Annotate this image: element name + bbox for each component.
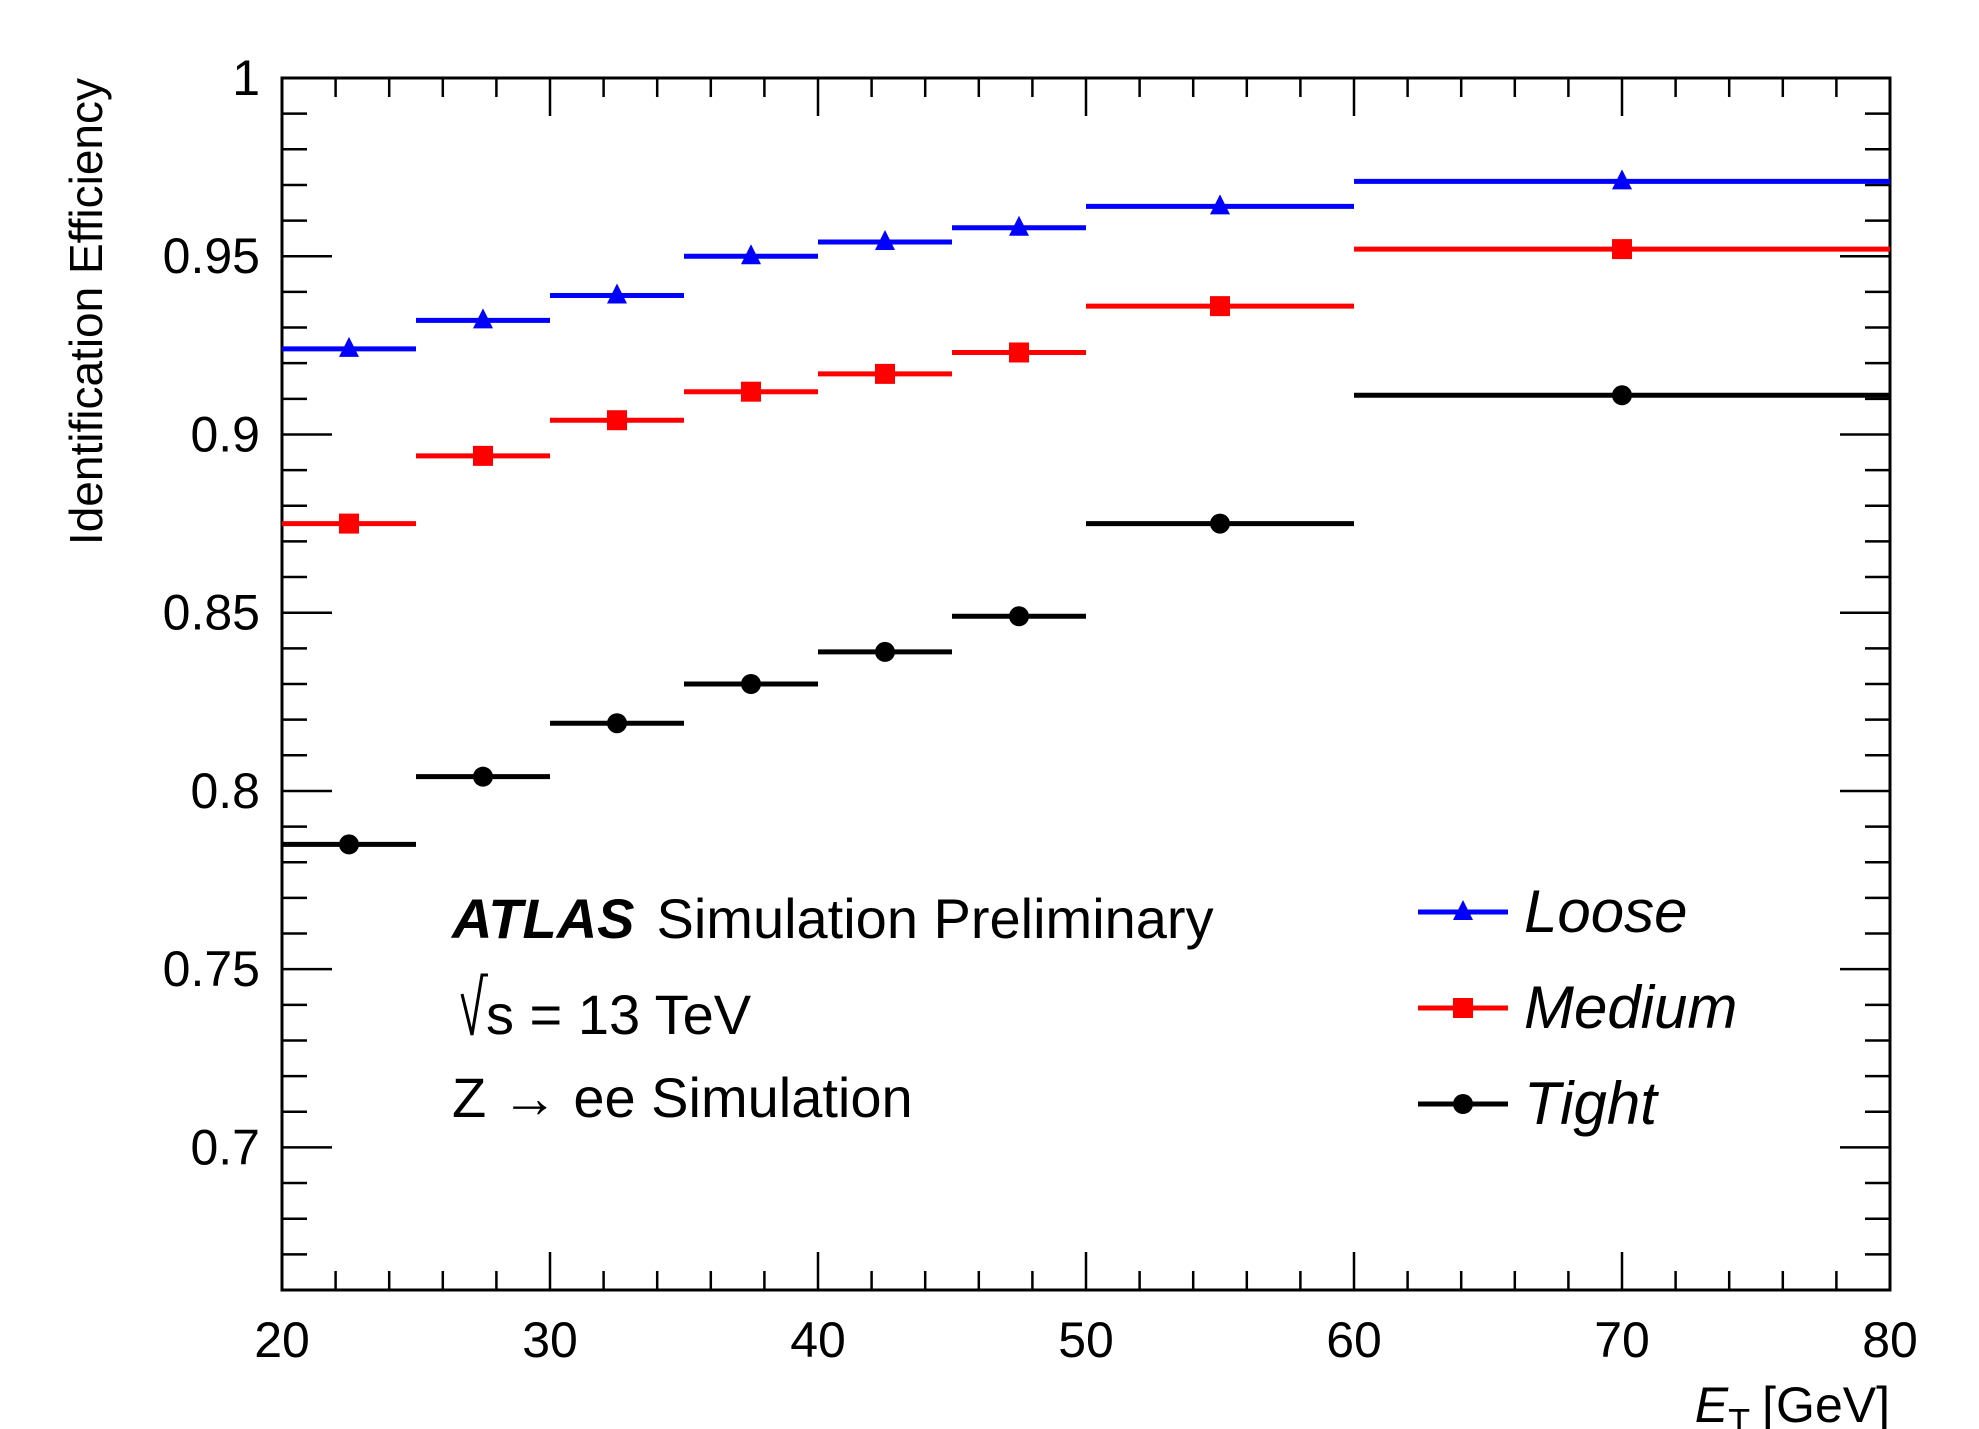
- energy-label: s = 13 TeV: [486, 983, 752, 1046]
- data-point: [741, 244, 761, 265]
- x-tick-label: 80: [1862, 1312, 1918, 1368]
- x-axis-unit: [GeV]: [1762, 1377, 1890, 1429]
- annotation-block: ATLAS Simulation Preliminary s = 13 TeV Z…: [450, 887, 1214, 1129]
- legend-entry-tight: Tight: [1418, 1070, 1659, 1137]
- data-point: [1210, 513, 1230, 534]
- x-tick-label: 30: [522, 1312, 578, 1368]
- data-point: [875, 229, 895, 250]
- legend-entry-loose: Loose: [1418, 878, 1687, 945]
- experiment-label: ATLAS: [450, 887, 635, 950]
- legend-label-loose: Loose: [1524, 878, 1687, 945]
- data-point: [473, 445, 493, 466]
- legend-marker-tight: [1453, 1094, 1473, 1114]
- data-point: [875, 363, 895, 384]
- data-point: [1612, 239, 1632, 260]
- x-tick-label: 40: [790, 1312, 846, 1368]
- x-axis-symbol: E: [1695, 1377, 1729, 1429]
- y-tick-label: 0.95: [163, 228, 260, 284]
- x-tick-label: 20: [254, 1312, 310, 1368]
- data-point: [1009, 215, 1029, 236]
- y-axis-title: Identification Efficiency: [60, 78, 112, 545]
- x-tick-label: 60: [1326, 1312, 1382, 1368]
- axes: 20 30 40 50 60 70 80 0.7 0.75 0.8 0.85 0.9 0.95 1: [163, 50, 1918, 1368]
- legend-marker-loose: [1453, 900, 1473, 920]
- data-point: [607, 283, 627, 304]
- data-point: [339, 336, 359, 357]
- legend-entry-medium: Medium: [1418, 974, 1737, 1041]
- series-medium: [282, 239, 1890, 534]
- data-point: [1612, 385, 1632, 406]
- data-point: [1009, 606, 1029, 627]
- data-point: [1210, 296, 1230, 317]
- simulation-label: Simulation Preliminary: [657, 887, 1214, 950]
- data-point: [339, 834, 359, 855]
- data-point: [875, 641, 895, 662]
- process-label: Z → ee Simulation: [452, 1066, 913, 1129]
- data-point: [1612, 169, 1632, 190]
- data-point: [473, 308, 493, 329]
- data-point: [1009, 342, 1029, 363]
- legend-label-tight: Tight: [1524, 1070, 1659, 1137]
- data-point: [607, 410, 627, 431]
- sqrt-symbol: [460, 973, 488, 1036]
- x-tick-label: 50: [1058, 1312, 1114, 1368]
- data-point: [607, 713, 627, 734]
- data-point: [1210, 194, 1230, 215]
- legend: Loose Medium Tight: [1418, 878, 1737, 1137]
- y-tick-label: 0.8: [190, 763, 260, 819]
- y-tick-label: 0.9: [190, 406, 260, 462]
- series-loose: [282, 169, 1890, 357]
- y-tick-label: 0.75: [163, 941, 260, 997]
- y-tick-label: 0.7: [190, 1119, 260, 1175]
- series-tight: [282, 385, 1890, 855]
- data-point: [741, 381, 761, 402]
- y-tick-label: 1: [232, 50, 260, 106]
- data-point: [473, 766, 493, 787]
- x-axis-title: ET [GeV]: [1695, 1377, 1890, 1429]
- legend-label-medium: Medium: [1524, 974, 1737, 1041]
- data-point: [339, 513, 359, 534]
- legend-marker-medium: [1453, 998, 1473, 1018]
- data-series: [282, 169, 1890, 855]
- x-axis-subscript: T: [1728, 1401, 1750, 1429]
- data-point: [741, 674, 761, 694]
- y-tick-label: 0.85: [163, 585, 260, 641]
- experiment-label-line: ATLAS Simulation Preliminary: [450, 887, 1214, 950]
- x-tick-label: 70: [1594, 1312, 1650, 1368]
